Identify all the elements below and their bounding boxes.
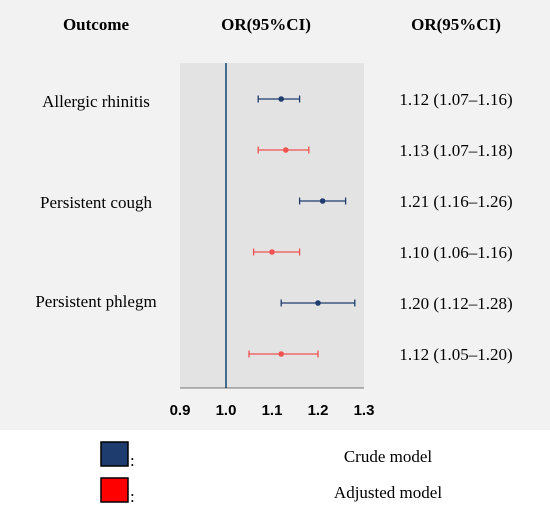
or-value-label: 1.21 (1.16–1.26) (399, 192, 512, 211)
legend-swatch (100, 477, 129, 503)
legend-colon: : (130, 451, 135, 470)
or-point (283, 147, 289, 153)
x-tick-labels: 0.9 1.0 1.1 1.2 1.3 (170, 402, 375, 419)
or-value-label: 1.10 (1.06–1.16) (399, 243, 512, 262)
legend-label: Crude model (344, 447, 433, 466)
legend-label: Adjusted model (334, 483, 442, 502)
outcome-label: Allergic rhinitis (42, 92, 150, 111)
or-point (315, 300, 321, 306)
x-tick-label: 1.0 (216, 402, 237, 419)
or-value-label: 1.12 (1.05–1.20) (399, 345, 512, 364)
or-value-label: 1.12 (1.07–1.16) (399, 90, 512, 109)
legend: : Crude model: Adjusted model (100, 441, 442, 506)
or-point (278, 96, 285, 102)
outcome-label: Persistent cough (40, 193, 152, 212)
forest-marks (248, 95, 356, 358)
x-tick-label: 1.1 (262, 402, 283, 419)
or-point (278, 351, 285, 357)
or-value-label: 1.13 (1.07–1.18) (399, 141, 512, 160)
plot-area (180, 63, 364, 388)
legend-colon: : (130, 487, 135, 506)
outcome-labels: Allergic rhinitis Persistent cough Persist… (35, 92, 156, 311)
outcome-label: Persistent phlegm (35, 292, 156, 311)
x-tick-label: 1.3 (354, 402, 375, 419)
or-point (269, 249, 275, 255)
header-outcome: Outcome (63, 15, 130, 34)
or-point (319, 198, 326, 204)
header-or-axis: OR(95%CI) (221, 15, 311, 34)
header-or-values: OR(95%CI) (411, 15, 501, 34)
legend-swatch (100, 441, 129, 467)
x-tick-label: 0.9 (170, 402, 191, 419)
or-value-label: 1.20 (1.12–1.28) (399, 294, 512, 313)
x-tick-label: 1.2 (308, 402, 329, 419)
or-value-labels: 1.12 (1.07–1.16) 1.13 (1.07–1.18) 1.21 (1.… (399, 90, 512, 364)
